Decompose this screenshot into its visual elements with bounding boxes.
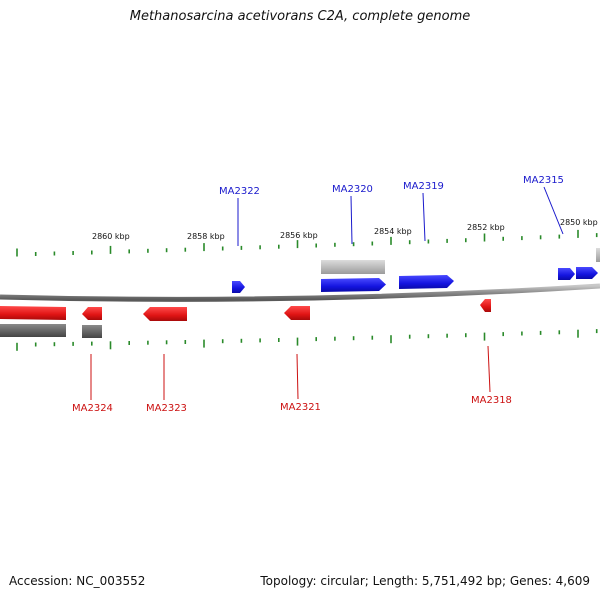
gene-arrow-ma2320[interactable]	[321, 278, 386, 292]
forward-strand-features	[232, 248, 600, 293]
forward-gene-region	[596, 248, 600, 262]
scale-label: 2852 kbp	[467, 223, 505, 232]
genome-backbone	[0, 283, 600, 302]
reverse-strand-features	[0, 299, 491, 338]
gene-arrow-ma2321[interactable]	[284, 306, 310, 320]
gene-label-ma2323[interactable]: MA2323	[146, 403, 187, 414]
gene-label-ma2321[interactable]: MA2321	[280, 402, 321, 413]
gene-label-ma2320[interactable]: MA2320	[332, 184, 373, 195]
scale-label: 2856 kbp	[280, 231, 318, 240]
scale-label: 2854 kbp	[374, 227, 412, 236]
scale-labels: 2860 kbp 2858 kbp 2856 kbp 2854 kbp 2852…	[92, 218, 598, 241]
scale-label: 2860 kbp	[92, 232, 130, 241]
gene-arrow-ma2316[interactable]	[558, 268, 575, 280]
gene-label-ma2324[interactable]: MA2324	[72, 403, 113, 414]
genome-stats-text: Topology: circular; Length: 5,751,492 bp…	[260, 574, 590, 588]
gene-arrow-ma2319[interactable]	[399, 275, 454, 289]
accession-text: Accession: NC_003552	[9, 574, 146, 588]
gene-arrow-ma2318[interactable]	[480, 299, 491, 312]
gene-arrow-ma2315[interactable]	[576, 267, 598, 279]
label-leader-line	[422, 192, 426, 242]
forward-gene-region	[321, 260, 385, 274]
map-title: Methanosarcina acetivorans C2A, complete…	[129, 9, 471, 24]
label-leader-line	[543, 186, 564, 235]
scale-label: 2850 kbp	[560, 218, 598, 227]
reverse-gene-region	[82, 325, 102, 338]
scale-label: 2858 kbp	[187, 232, 225, 241]
scale-ticks-top	[16, 229, 598, 257]
label-leader-line	[296, 353, 299, 400]
gene-arrow-ma2323[interactable]	[143, 307, 187, 321]
gene-label-ma2319[interactable]: MA2319	[403, 181, 444, 192]
gene-label-ma2322[interactable]: MA2322	[219, 186, 260, 197]
scale-ticks-bottom	[16, 329, 598, 351]
gene-label-ma2315[interactable]: MA2315	[523, 175, 564, 186]
reverse-gene-region	[0, 324, 66, 337]
label-leader-line	[487, 345, 491, 393]
gene-arrow-ma2324[interactable]	[82, 307, 102, 320]
gene-arrow-ma2322[interactable]	[232, 281, 245, 293]
gene-label-ma2318[interactable]: MA2318	[471, 395, 512, 406]
label-leader-line	[350, 195, 353, 245]
forward-gene-labels: MA2322 MA2320 MA2319 MA2315	[219, 175, 564, 246]
reverse-gene-labels: MA2324 MA2323 MA2321 MA2318	[72, 345, 512, 414]
gene-arrow-ma2325[interactable]	[0, 306, 66, 320]
